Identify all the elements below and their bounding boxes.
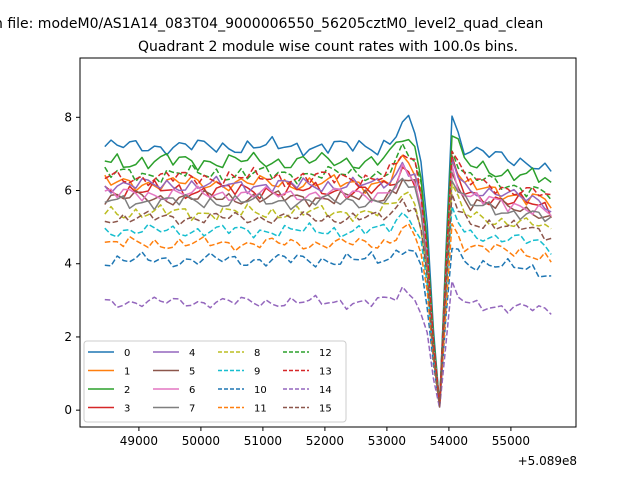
x-axis: 49000 50000 51000 52000 53000 54000 55000 bbox=[120, 427, 530, 448]
plot-frame bbox=[79, 57, 577, 428]
legend-box bbox=[83, 340, 347, 423]
legend-label-1: 1 bbox=[124, 367, 130, 378]
legend-label-6: 6 bbox=[189, 385, 195, 396]
legend-label-8: 8 bbox=[254, 348, 260, 359]
series-line-1 bbox=[104, 154, 552, 407]
legend-label-15: 15 bbox=[319, 404, 332, 415]
series-line-5 bbox=[104, 171, 552, 407]
y-axis: 0 2 4 6 8 bbox=[64, 110, 80, 417]
series-layer bbox=[104, 114, 552, 409]
series-line-10 bbox=[104, 247, 552, 408]
legend-label-4: 4 bbox=[189, 348, 195, 359]
legend-label-10: 10 bbox=[254, 385, 267, 396]
y-tick-label: 2 bbox=[64, 330, 72, 344]
legend-label-0: 0 bbox=[124, 348, 130, 359]
y-tick-label: 6 bbox=[64, 184, 72, 198]
y-tick-label: 0 bbox=[64, 403, 72, 417]
series-line-0 bbox=[104, 114, 552, 406]
legend-label-14: 14 bbox=[319, 385, 332, 396]
legend-label-11: 11 bbox=[254, 404, 267, 415]
legend-label-7: 7 bbox=[189, 404, 195, 415]
series-line-7 bbox=[104, 177, 552, 407]
y-tick-label: 8 bbox=[64, 110, 72, 124]
x-tick-label: 53000 bbox=[368, 434, 406, 448]
series-line-12 bbox=[104, 142, 552, 407]
series-line-14 bbox=[104, 280, 552, 409]
series-line-13 bbox=[104, 150, 552, 407]
x-tick-label: 49000 bbox=[120, 434, 158, 448]
legend-label-13: 13 bbox=[319, 367, 332, 378]
legend-label-5: 5 bbox=[189, 367, 195, 378]
legend-label-9: 9 bbox=[254, 367, 260, 378]
x-tick-label: 54000 bbox=[430, 434, 468, 448]
series-line-2 bbox=[104, 135, 552, 406]
chart-title: Quadrant 2 module wise count rates with … bbox=[138, 39, 518, 55]
legend-label-2: 2 bbox=[124, 385, 130, 396]
series-line-8 bbox=[104, 183, 552, 408]
y-tick-label: 4 bbox=[64, 257, 72, 271]
x-offset-label: +5.089e8 bbox=[518, 454, 577, 468]
x-tick-label: 51000 bbox=[244, 434, 282, 448]
series-line-6 bbox=[104, 163, 552, 407]
series-line-4 bbox=[104, 157, 552, 407]
series-line-9 bbox=[104, 205, 552, 408]
legend-label-3: 3 bbox=[124, 404, 130, 415]
series-line-15 bbox=[104, 193, 552, 407]
x-tick-label: 50000 bbox=[182, 434, 220, 448]
x-tick-label: 55000 bbox=[492, 434, 530, 448]
chart-suptitle: n file: modeM0/AS1A14_083T04_9000006550_… bbox=[0, 16, 543, 32]
x-tick-label: 52000 bbox=[306, 434, 344, 448]
legend-label-12: 12 bbox=[319, 348, 332, 359]
